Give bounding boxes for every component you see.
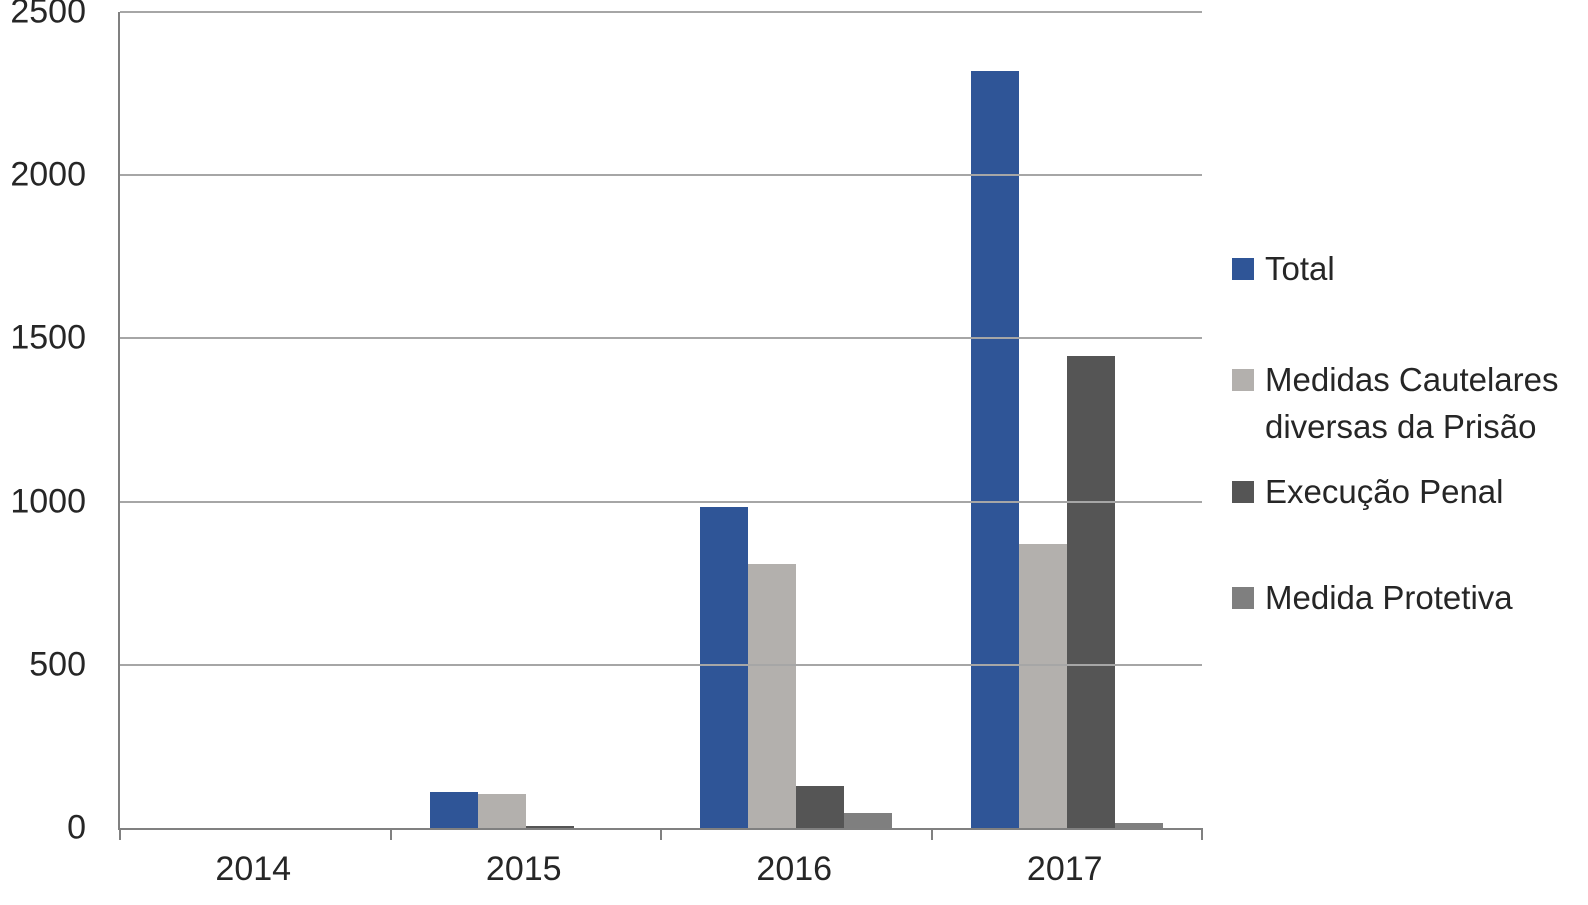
gridline-2500 — [120, 11, 1202, 13]
legend-item-execu-o-penal: Execução Penal — [1232, 469, 1576, 516]
legend-label: Medidas Cautelares diversas da Prisão — [1265, 360, 1559, 445]
bar-execu-o-penal-2017 — [1066, 356, 1115, 828]
gridline-500 — [120, 663, 1202, 666]
x-axis-boundary-tick — [389, 828, 392, 840]
legend-swatch-icon — [1232, 480, 1254, 503]
plot-area — [118, 11, 1203, 840]
bar-group-2015 — [391, 12, 662, 828]
x-axis-boundary-tick — [1201, 828, 1203, 840]
bar-medida-protetiva-2017 — [1114, 823, 1163, 828]
x-axis-boundary-tick — [660, 828, 662, 840]
bar-total-2016 — [700, 506, 749, 828]
y-tick-label-2000: 2000 — [10, 155, 86, 194]
x-axis-labels: 2014 2015 2016 2017 — [118, 850, 1200, 889]
bar-medidas-cautelares-diversas-da-pris-o-2016 — [748, 563, 797, 828]
x-tick-label-2016: 2016 — [756, 850, 833, 888]
legend-label: Medida Protetiva — [1265, 579, 1513, 617]
legend-item-medida-protetiva: Medida Protetiva — [1232, 575, 1576, 622]
gridline-2000 — [120, 174, 1202, 177]
bar-group-2014 — [120, 12, 391, 828]
legend-item-total: Total — [1232, 246, 1576, 293]
bar-group-2016 — [661, 12, 932, 828]
x-tick-label-2015: 2015 — [485, 850, 562, 888]
gridline-1500 — [120, 337, 1202, 340]
gridline-1000 — [120, 500, 1202, 503]
bar-medida-protetiva-2016 — [844, 813, 893, 828]
bar-medidas-cautelares-diversas-da-pris-o-2015 — [477, 793, 526, 828]
y-tick-label-1500: 1500 — [10, 318, 86, 357]
x-tick-label-2014: 2014 — [215, 850, 292, 888]
legend-label: Total — [1265, 250, 1335, 287]
bar-total-2015 — [429, 792, 478, 828]
x-axis-boundary-tick — [119, 828, 121, 840]
y-tick-label-500: 500 — [29, 645, 86, 684]
legend-swatch-icon — [1232, 587, 1254, 610]
legend-item-medidas-cautelares-diversas-da-pris-o: Medidas Cautelares diversas da Prisão — [1232, 357, 1576, 451]
bar-execu-o-penal-2016 — [796, 785, 845, 828]
bar-total-2017 — [970, 70, 1019, 828]
legend-swatch-icon — [1232, 258, 1254, 280]
bar-execu-o-penal-2015 — [525, 826, 574, 828]
bar-groups — [120, 12, 1202, 828]
x-tick-label-2017: 2017 — [1026, 850, 1103, 888]
bar-group-2017 — [932, 12, 1203, 828]
y-tick-label-1000: 1000 — [10, 482, 86, 521]
y-tick-label-0: 0 — [67, 808, 86, 847]
legend-label: Execução Penal — [1265, 472, 1504, 510]
legend-swatch-icon — [1232, 368, 1254, 391]
bar-medidas-cautelares-diversas-da-pris-o-2017 — [1018, 544, 1067, 828]
y-tick-label-2500: 2500 — [10, 0, 86, 31]
legend: Total Medidas Cautelares diversas da Pris… — [1232, 246, 1576, 622]
y-axis-labels: 0 500 1000 1500 2000 2500 — [0, 0, 86, 847]
x-axis-boundary-tick — [930, 828, 933, 840]
